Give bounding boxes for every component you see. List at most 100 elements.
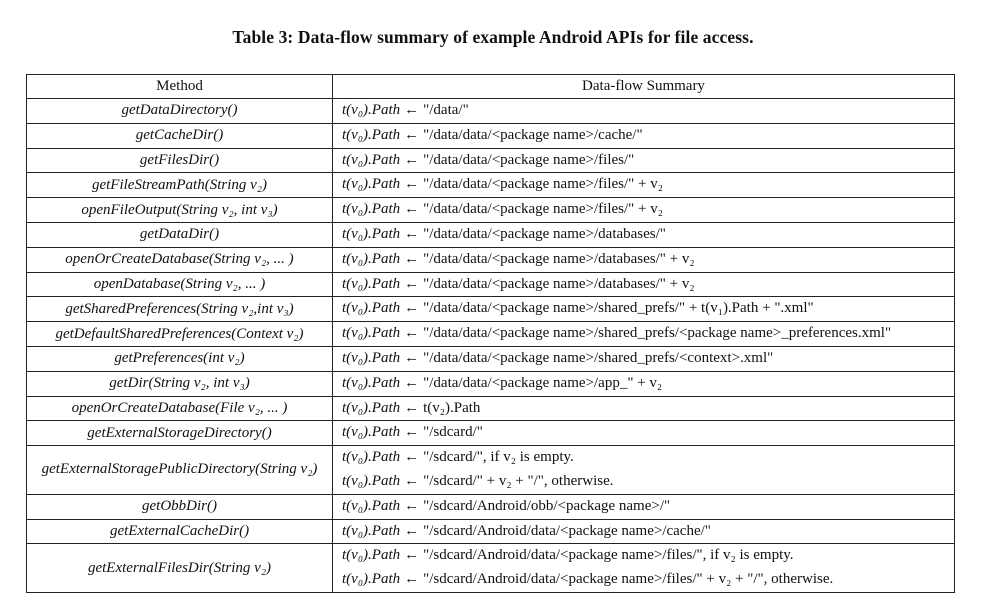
summary-line: t(v₀).Path ← "/data/data/<package name>/da… [342, 273, 946, 296]
method-cell: getDataDir() [26, 221, 333, 248]
summary-cell: t(v₀).Path ← "/data/data/<package name>/da… [332, 221, 955, 248]
flow-target: t(v₀).Path [342, 126, 401, 143]
table-body: getDataDirectory() t(v₀).Path ← "/data/" get… [26, 98, 955, 593]
summary-cell: t(v₀).Path ← "/data/data/<package name>/fi… [332, 197, 955, 223]
assign-arrow-icon: ← [404, 349, 420, 366]
summary-line: t(v₀).Path ← "/data/data/<package name>/da… [342, 223, 946, 246]
assign-arrow-icon: ← [404, 571, 420, 588]
assign-arrow-icon: ← [404, 424, 420, 441]
method-cell: getExternalCacheDir() [26, 518, 333, 545]
flow-source: "/sdcard/Android/data/<package name>/fil… [423, 571, 834, 588]
flow-source: "/sdcard/" [423, 424, 483, 441]
assign-arrow-icon: ← [404, 472, 420, 489]
flow-target: t(v₀).Path [342, 325, 401, 342]
summary-line: t(v₀).Path ← "/data/data/<package name>/sh… [342, 323, 946, 346]
assign-arrow-icon: ← [404, 275, 420, 292]
summary-cell: t(v₀).Path ← "/data/data/<package name>/sh… [332, 345, 955, 372]
summary-line: t(v₀).Path ← "/sdcard/" + v₂ + "/", otherw… [342, 470, 946, 493]
flow-source: "/data/data/<package name>/databases/" +… [423, 250, 695, 267]
summary-cell: t(v₀).Path ← "/data/data/<package name>/ap… [332, 370, 955, 397]
method-cell: openOrCreateDatabase(File v₂, ... ) [26, 395, 333, 422]
assign-arrow-icon: ← [404, 300, 420, 317]
method-cell: getDataDirectory() [26, 98, 333, 124]
table-row: getExternalFilesDir(String v₂) t(v₀).Path… [26, 543, 955, 593]
assign-arrow-icon: ← [404, 151, 420, 168]
table-row: openOrCreateDatabase(String v₂, ... ) t(v… [26, 246, 955, 273]
flow-target: t(v₀).Path [342, 399, 401, 416]
method-cell: getSharedPreferences(String v₂,int v₃) [26, 296, 333, 323]
summary-line: t(v₀).Path ← "/data/data/<package name>/ap… [342, 372, 946, 395]
summary-line: t(v₀).Path ← "/data/data/<package name>/sh… [342, 298, 946, 321]
summary-column-header: Data-flow Summary [332, 74, 955, 99]
data-flow-table: Method Data-flow Summary getDataDirector… [26, 74, 955, 593]
method-cell: getCacheDir() [26, 122, 333, 149]
assign-arrow-icon: ← [404, 449, 420, 466]
summary-cell: t(v₀).Path ← "/data/data/<package name>/fi… [332, 172, 955, 199]
method-cell: getDefaultSharedPreferences(Context v₂) [26, 321, 333, 347]
table-row: openDatabase(String v₂, ... ) t(v₀).Path ←… [26, 271, 955, 298]
flow-source: "/data/data/<package name>/shared_prefs/… [423, 300, 814, 317]
table-row: getDir(String v₂, int v₃) t(v₀).Path ← "/da… [26, 370, 955, 397]
method-column-header: Method [26, 74, 333, 99]
flow-source: "/data/data/<package name>/files/" + v₂ [423, 201, 663, 218]
assign-arrow-icon: ← [404, 176, 420, 193]
summary-cell: t(v₀).Path ← "/data/" [332, 98, 955, 124]
summary-line: t(v₀).Path ← "/data/" [342, 99, 946, 122]
flow-source: "/data/" [423, 102, 469, 118]
table-row: getPreferences(int v₂) t(v₀).Path ← "/data/… [26, 345, 955, 372]
assign-arrow-icon: ← [404, 522, 420, 539]
flow-target: t(v₀).Path [342, 449, 401, 466]
assign-arrow-icon: ← [404, 497, 420, 514]
summary-line: t(v₀).Path ← "/sdcard/Android/data/<packag… [342, 545, 946, 568]
flow-target: t(v₀).Path [342, 250, 401, 267]
flow-target: t(v₀).Path [342, 300, 401, 317]
table-row: getObbDir() t(v₀).Path ← "/sdcard/Android/o… [26, 493, 955, 520]
method-cell: getFilesDir() [26, 147, 333, 174]
header-row: Method Data-flow Summary [26, 74, 955, 99]
summary-line: t(v₀).Path ← "/sdcard/Android/data/<packag… [342, 520, 946, 543]
table-row: getFileStreamPath(String v₂) t(v₀).Path ← "… [26, 172, 955, 199]
flow-target: t(v₀).Path [342, 522, 401, 539]
table-row: getFilesDir() t(v₀).Path ← "/data/data/<pac… [26, 147, 955, 174]
method-cell: openDatabase(String v₂, ... ) [26, 271, 333, 298]
method-cell: getPreferences(int v₂) [26, 345, 333, 372]
summary-line: t(v₀).Path ← "/data/data/<package name>/fi… [342, 199, 946, 222]
table-row: getSharedPreferences(String v₂,int v₃) t(… [26, 296, 955, 323]
summary-cell: t(v₀).Path ← "/data/data/<package name>/da… [332, 271, 955, 298]
summary-line: t(v₀).Path ← "/sdcard/" [342, 422, 946, 445]
summary-cell: t(v₀).Path ← "/data/data/<package name>/sh… [332, 321, 955, 347]
flow-target: t(v₀).Path [342, 349, 401, 366]
flow-source: "/data/data/<package name>/app_" + v₂ [423, 374, 663, 391]
summary-cell: t(v₀).Path ← "/sdcard/Android/data/<packag… [332, 543, 955, 593]
flow-target: t(v₀).Path [342, 275, 401, 292]
summary-cell: t(v₀).Path ← "/sdcard/Android/obb/<package… [332, 493, 955, 520]
assign-arrow-icon: ← [404, 374, 420, 391]
flow-source: "/data/data/<package name>/files/" [423, 151, 635, 168]
summary-cell: t(v₀).Path ← "/sdcard/", if v₂ is empty. t(… [332, 445, 955, 495]
assign-arrow-icon: ← [404, 102, 420, 118]
flow-source: "/data/data/<package name>/databases/" +… [423, 275, 695, 292]
assign-arrow-icon: ← [404, 201, 420, 218]
table-row: getExternalCacheDir() t(v₀).Path ← "/sdcard… [26, 518, 955, 545]
flow-target: t(v₀).Path [342, 374, 401, 391]
flow-source: "/sdcard/", if v₂ is empty. [423, 449, 574, 466]
flow-target: t(v₀).Path [342, 151, 401, 168]
table-row: getDataDir() t(v₀).Path ← "/data/data/<pack… [26, 221, 955, 248]
table-row: getDataDirectory() t(v₀).Path ← "/data/" [26, 98, 955, 124]
summary-line: t(v₀).Path ← "/sdcard/Android/data/<packag… [342, 568, 946, 591]
method-cell: getExternalStoragePublicDirectory(String… [26, 445, 333, 495]
summary-line: t(v₀).Path ← "/data/data/<package name>/fi… [342, 149, 946, 172]
table-row: getExternalStorageDirectory() t(v₀).Path ←… [26, 420, 955, 447]
flow-target: t(v₀).Path [342, 571, 401, 588]
flow-target: t(v₀).Path [342, 497, 401, 514]
summary-line: t(v₀).Path ← "/data/data/<package name>/sh… [342, 347, 946, 370]
flow-target: t(v₀).Path [342, 176, 401, 193]
summary-cell: t(v₀).Path ← t(v₂).Path [332, 395, 955, 422]
summary-cell: t(v₀).Path ← "/data/data/<package name>/da… [332, 246, 955, 273]
assign-arrow-icon: ← [404, 325, 420, 342]
method-cell: getFileStreamPath(String v₂) [26, 172, 333, 199]
flow-target: t(v₀).Path [342, 201, 401, 218]
method-cell: getExternalStorageDirectory() [26, 420, 333, 447]
flow-source: "/sdcard/Android/data/<package name>/fil… [423, 547, 794, 564]
assign-arrow-icon: ← [404, 126, 420, 143]
